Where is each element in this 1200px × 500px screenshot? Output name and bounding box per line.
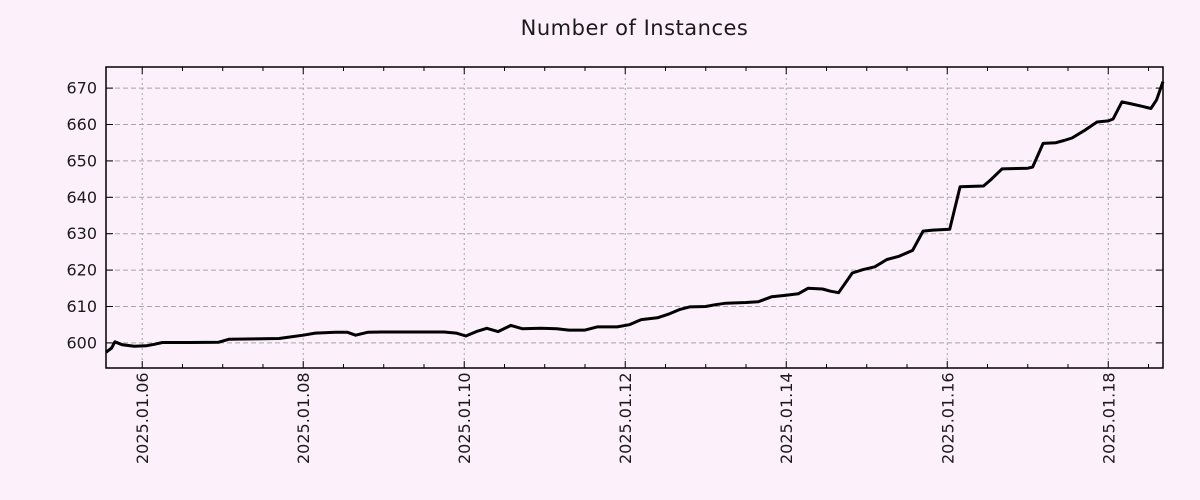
x-tick-label: 2025.01.18 [1099,372,1118,464]
chart-title: Number of Instances [520,16,749,40]
y-tick-label: 640 [66,188,97,207]
y-tick-label: 610 [66,297,97,316]
x-tick-label: 2025.01.10 [455,372,474,464]
y-tick-label: 660 [66,115,97,134]
y-tick-label: 650 [66,151,97,170]
x-tick-label: 2025.01.12 [616,372,635,464]
y-tick-label: 670 [66,79,97,98]
y-tick-label: 630 [66,224,97,243]
y-tick-label: 620 [66,261,97,280]
x-tick-label: 2025.01.06 [133,372,152,464]
y-tick-label: 600 [66,333,97,352]
x-tick-label: 2025.01.16 [938,372,957,464]
plot-border [105,66,1164,369]
x-tick-label: 2025.01.14 [777,372,796,464]
x-tick-label: 2025.01.08 [294,372,313,464]
data-line [105,81,1165,354]
